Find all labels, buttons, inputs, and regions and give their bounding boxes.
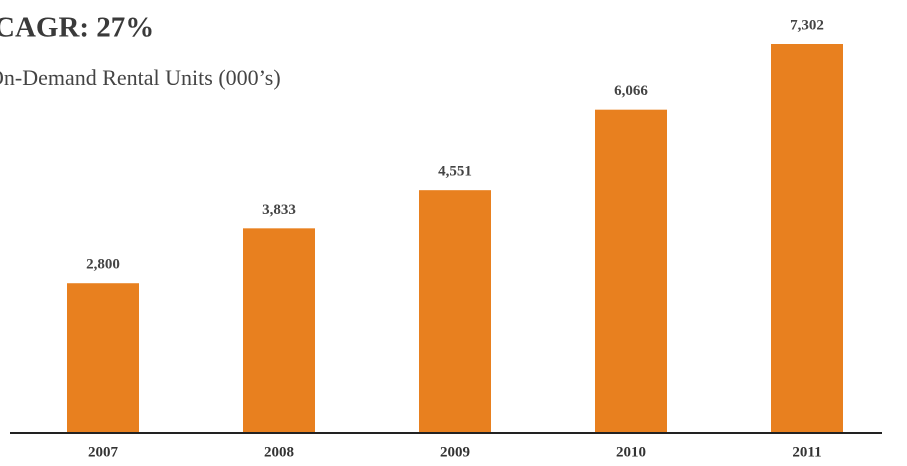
value-label: 6,066 (614, 83, 648, 99)
x-tick-label: 2009 (440, 444, 470, 460)
value-label: 7,302 (790, 17, 824, 33)
bar (419, 190, 491, 432)
value-label: 3,833 (262, 202, 296, 218)
bar (595, 109, 667, 432)
bar (771, 44, 843, 432)
x-tick-label: 2010 (616, 444, 646, 460)
value-label: 2,800 (86, 257, 120, 273)
bar (67, 283, 139, 432)
x-tick-label: 2008 (264, 444, 294, 460)
x-tick-label: 2007 (88, 444, 119, 460)
chart-title: CAGR: 27% (0, 12, 154, 44)
chart-subtitle: On-Demand Rental Units (000’s) (0, 65, 281, 90)
x-tick-label: 2011 (792, 444, 821, 460)
bar (243, 228, 315, 432)
value-label: 4,551 (438, 164, 472, 180)
